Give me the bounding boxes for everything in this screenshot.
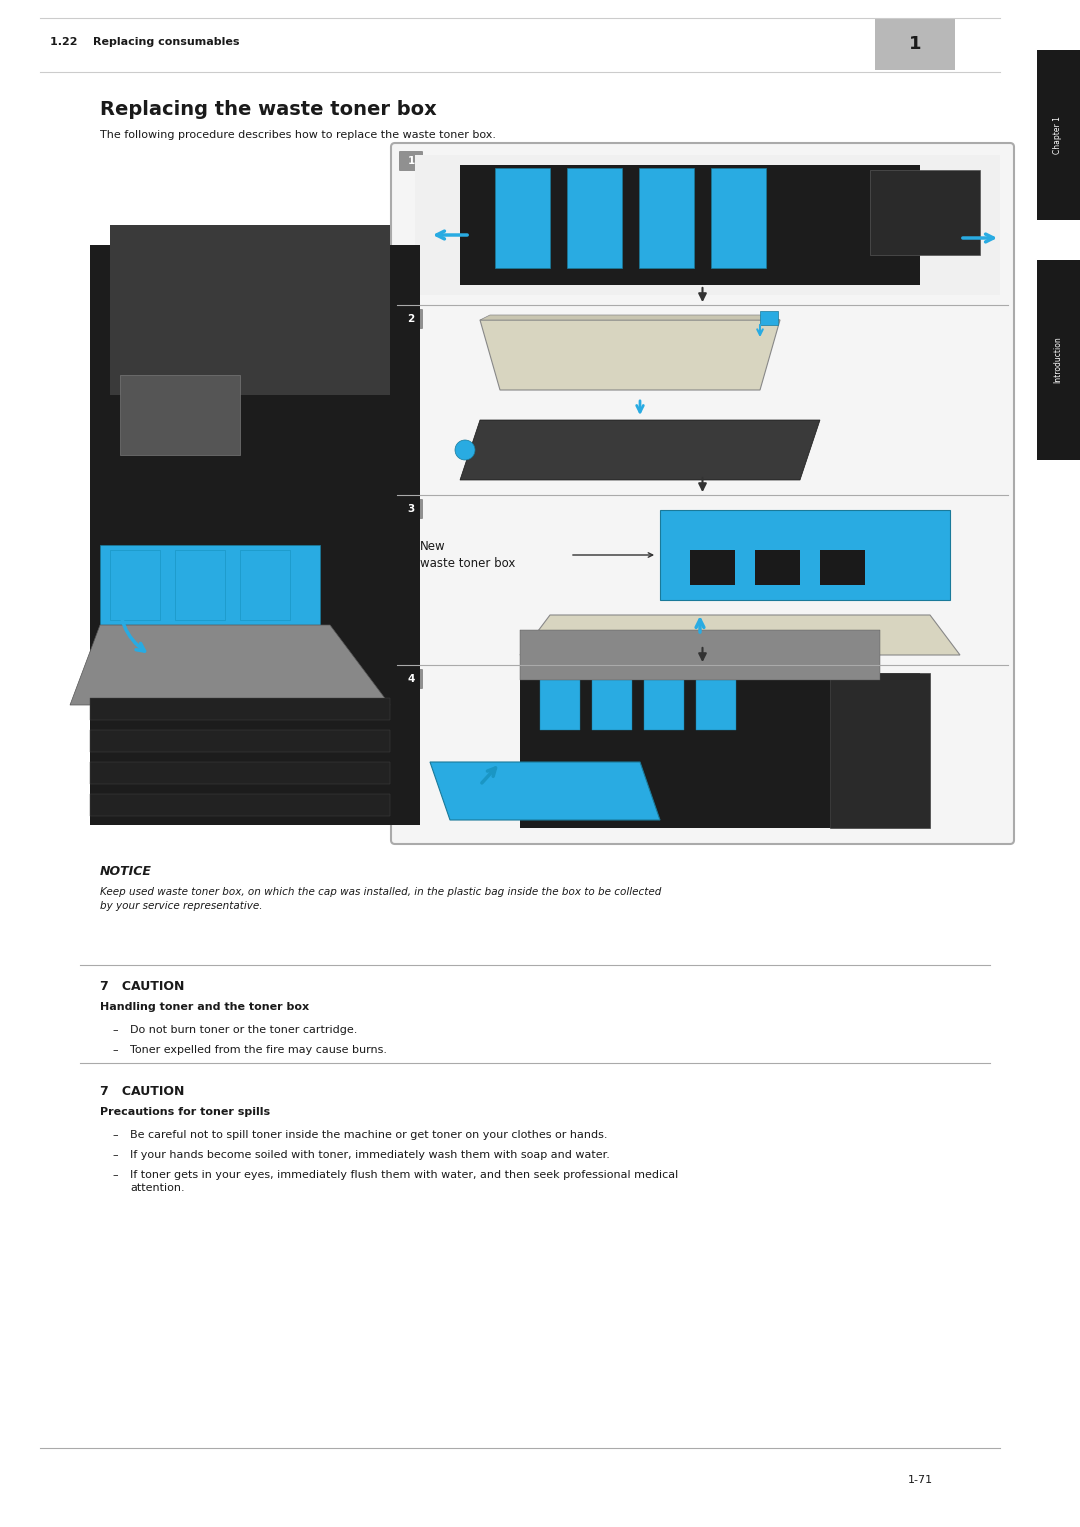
Bar xyxy=(110,224,390,395)
Bar xyxy=(120,376,240,455)
Text: Toner expelled from the fire may cause burns.: Toner expelled from the fire may cause b… xyxy=(130,1044,387,1055)
Text: 1-71: 1-71 xyxy=(907,1475,932,1484)
Text: Chapter 1: Chapter 1 xyxy=(1053,116,1063,154)
Bar xyxy=(760,312,778,325)
Bar xyxy=(755,550,800,585)
Text: Replacing the waste toner box: Replacing the waste toner box xyxy=(100,99,436,119)
Bar xyxy=(540,670,580,730)
Polygon shape xyxy=(70,625,390,705)
Bar xyxy=(660,510,950,600)
Text: Handling toner and the toner box: Handling toner and the toner box xyxy=(100,1002,309,1012)
Text: –: – xyxy=(112,1044,118,1055)
Bar xyxy=(90,794,390,815)
Text: If your hands become soiled with toner, immediately wash them with soap and wate: If your hands become soiled with toner, … xyxy=(130,1150,610,1161)
Bar xyxy=(519,631,880,680)
Bar xyxy=(90,762,390,783)
Text: Be careful not to spill toner inside the machine or get toner on your clothes or: Be careful not to spill toner inside the… xyxy=(130,1130,607,1141)
FancyBboxPatch shape xyxy=(399,499,423,519)
Text: NOTICE: NOTICE xyxy=(100,864,152,878)
FancyBboxPatch shape xyxy=(399,669,423,689)
Text: Do not burn toner or the toner cartridge.: Do not burn toner or the toner cartridge… xyxy=(130,1025,357,1035)
Bar xyxy=(567,168,622,269)
Text: 7   CAUTION: 7 CAUTION xyxy=(100,1086,185,1098)
FancyBboxPatch shape xyxy=(399,151,423,171)
Bar xyxy=(820,550,865,585)
Bar xyxy=(592,670,632,730)
Bar xyxy=(711,168,766,269)
Bar xyxy=(519,673,920,828)
Text: 7   CAUTION: 7 CAUTION xyxy=(100,980,185,993)
Text: 3: 3 xyxy=(407,504,415,515)
Text: 1.22    Replacing consumables: 1.22 Replacing consumables xyxy=(50,37,240,47)
Bar xyxy=(639,168,694,269)
Text: 1: 1 xyxy=(407,156,415,166)
Circle shape xyxy=(455,440,475,460)
Bar xyxy=(90,698,390,721)
Text: –: – xyxy=(112,1025,118,1035)
Text: 1: 1 xyxy=(908,35,921,53)
Bar xyxy=(690,550,735,585)
Polygon shape xyxy=(480,315,780,321)
Text: If toner gets in your eyes, immediately flush them with water, and then seek pro: If toner gets in your eyes, immediately … xyxy=(130,1170,678,1193)
Text: New
waste toner box: New waste toner box xyxy=(420,541,515,570)
Text: 4: 4 xyxy=(407,673,415,684)
Bar xyxy=(110,550,160,620)
Bar xyxy=(460,165,920,286)
Bar xyxy=(495,168,550,269)
Bar xyxy=(831,673,930,828)
Polygon shape xyxy=(460,420,820,479)
Polygon shape xyxy=(430,762,660,820)
Bar xyxy=(175,550,225,620)
Text: Keep used waste toner box, on which the cap was installed, in the plastic bag in: Keep used waste toner box, on which the … xyxy=(100,887,661,912)
Bar xyxy=(875,18,955,70)
Text: Precautions for toner spills: Precautions for toner spills xyxy=(100,1107,270,1116)
Bar xyxy=(90,730,390,751)
Bar xyxy=(100,545,320,625)
Bar xyxy=(415,156,1000,295)
Bar xyxy=(1037,260,1080,460)
Text: 2: 2 xyxy=(407,315,415,324)
Text: –: – xyxy=(112,1170,118,1180)
Text: Introduction: Introduction xyxy=(1053,336,1063,383)
Polygon shape xyxy=(519,615,960,655)
Bar xyxy=(90,244,420,825)
Polygon shape xyxy=(480,321,780,389)
Bar xyxy=(1037,50,1080,220)
FancyBboxPatch shape xyxy=(399,308,423,328)
Text: –: – xyxy=(112,1130,118,1141)
Text: –: – xyxy=(112,1150,118,1161)
Text: The following procedure describes how to replace the waste toner box.: The following procedure describes how to… xyxy=(100,130,496,140)
Bar xyxy=(696,670,735,730)
Bar xyxy=(644,670,684,730)
Bar xyxy=(870,169,980,255)
Bar xyxy=(240,550,291,620)
FancyBboxPatch shape xyxy=(391,144,1014,844)
